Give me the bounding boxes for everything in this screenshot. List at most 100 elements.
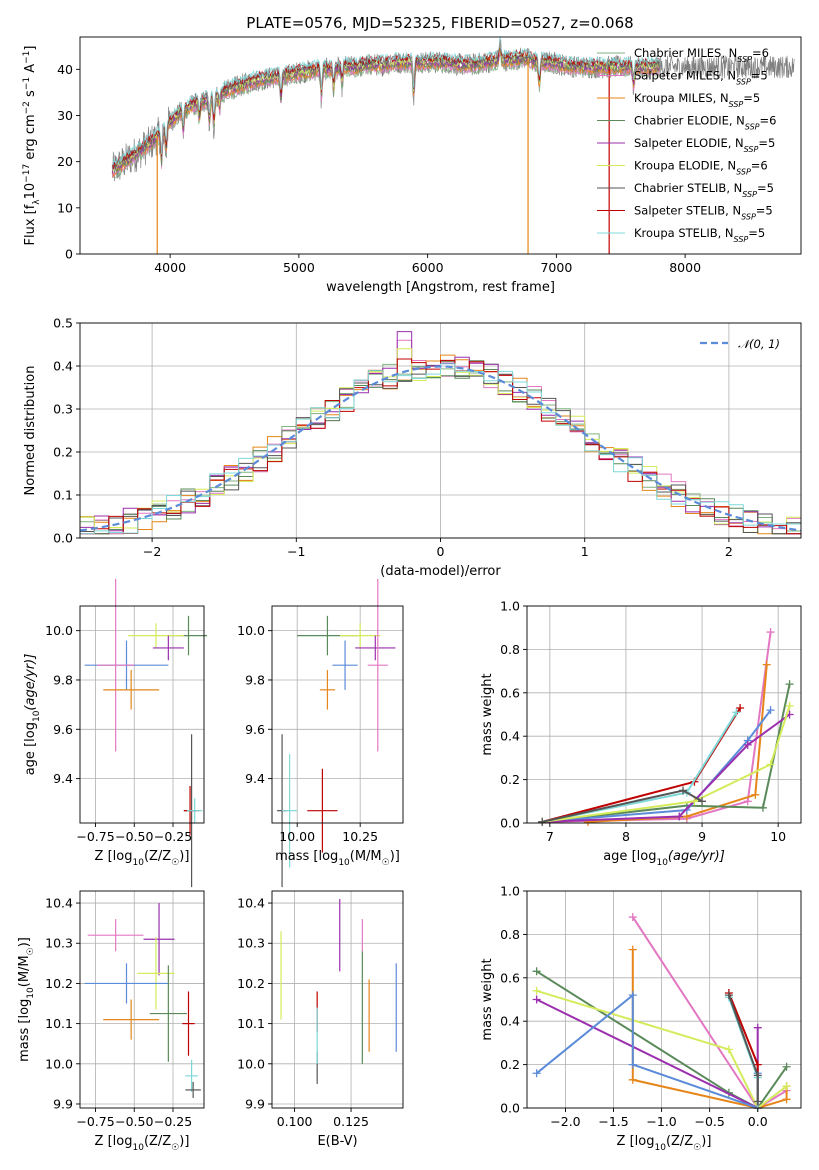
y-tick-label: 10.1 bbox=[45, 1016, 73, 1031]
weight-line bbox=[542, 709, 772, 823]
weight-marker bbox=[679, 786, 688, 795]
weight-line bbox=[542, 713, 791, 823]
legend-label: Chabrier STELIB, NSSP=5 bbox=[634, 181, 774, 199]
weight-series-chabrier_elodie bbox=[538, 680, 794, 826]
errorbar-point bbox=[355, 635, 396, 661]
x-axis-label: Z [log10(Z/Z☉)] bbox=[95, 849, 190, 868]
axes-frame bbox=[271, 605, 404, 824]
x-tick-label: −1.5 bbox=[598, 1114, 628, 1129]
y-tick-label: 1.0 bbox=[500, 599, 520, 614]
x-tick-label: −0.50 bbox=[115, 1114, 153, 1129]
plot-area bbox=[280, 899, 397, 1084]
weight-line bbox=[542, 705, 791, 823]
x-tick-label: 10 bbox=[770, 829, 786, 844]
panel-age_vs_Z: −0.75 −0.50 −0.25 9.4 9.6 9.8 10.0 Z [log10(Z/Z… bbox=[23, 578, 208, 888]
weight-marker bbox=[724, 1045, 733, 1054]
y-tick-label: 10.0 bbox=[237, 623, 265, 638]
y-tick-label: 0.0 bbox=[500, 1101, 520, 1116]
errorbar-point bbox=[97, 578, 135, 752]
weight-marker bbox=[782, 1062, 791, 1071]
weight-line bbox=[542, 631, 772, 823]
legend-label: Kroupa MILES, NSSP=5 bbox=[634, 91, 760, 109]
errorbar-point bbox=[307, 768, 338, 853]
axes-frame bbox=[79, 36, 802, 255]
weight-marker bbox=[753, 1060, 762, 1069]
y-tick-label: 9.6 bbox=[53, 722, 73, 737]
plot-area bbox=[538, 628, 794, 826]
y-tick-label: 0.8 bbox=[500, 642, 520, 657]
weight-marker bbox=[628, 991, 637, 1000]
errorbar-point bbox=[182, 991, 195, 1056]
weight-marker bbox=[736, 703, 745, 712]
weight-series-salpeter_elodie bbox=[532, 995, 762, 1112]
y-tick-label: 0.4 bbox=[53, 359, 73, 374]
x-tick-label: −0.50 bbox=[115, 829, 153, 844]
y-tick-label: 10 bbox=[57, 200, 73, 215]
x-tick-label: 2 bbox=[725, 544, 733, 559]
errorbar-point bbox=[103, 670, 160, 710]
panel-age_vs_mass: 10.00 10.25 9.4 9.6 9.8 10.0 mass [log10(M/M☉)… bbox=[237, 578, 404, 888]
errorbar-point bbox=[149, 965, 187, 1062]
y-tick-label: 9.4 bbox=[245, 771, 265, 786]
x-tick-label: 6000 bbox=[412, 260, 444, 275]
weight-marker bbox=[743, 797, 752, 806]
y-axis-label: Flux [fλ10−17 erg cm−2 s−1 A−1] bbox=[22, 46, 42, 246]
y-tick-label: 1.0 bbox=[500, 884, 520, 899]
errorbar-point bbox=[128, 623, 184, 648]
y-axis-label: Normed distribution bbox=[23, 366, 38, 496]
x-axis-label: mass [log10(M/M☉)] bbox=[275, 849, 400, 868]
weight-line bbox=[587, 664, 768, 823]
x-axis-label: E(B-V) bbox=[317, 1134, 357, 1149]
y-tick-label: 9.4 bbox=[53, 771, 73, 786]
x-tick-label: 1 bbox=[581, 544, 589, 559]
weight-marker bbox=[628, 1075, 637, 1084]
legend-label: Salpeter STELIB, NSSP=5 bbox=[634, 204, 773, 222]
weight-series-kroupa_miles bbox=[583, 660, 771, 826]
axes-frame bbox=[79, 322, 802, 539]
panel-weight_vs_age: 7 8 9 10 0.0 0.2 0.4 0.6 0.8 1.0 age [log10(age/yr… bbox=[480, 599, 802, 868]
y-axis-label: age [log10(age/yr)] bbox=[23, 654, 42, 776]
x-tick-label: 10.25 bbox=[342, 829, 378, 844]
errorbar-point bbox=[319, 670, 335, 710]
y-tick-label: 40 bbox=[57, 62, 73, 77]
y-tick-label: 10.2 bbox=[237, 976, 265, 991]
errorbar-point bbox=[185, 1081, 201, 1098]
x-tick-label: 4000 bbox=[154, 260, 186, 275]
x-axis-label: Z [log10(Z/Z☉)] bbox=[617, 1134, 712, 1153]
y-tick-label: 0.5 bbox=[53, 316, 73, 331]
weight-marker bbox=[698, 797, 707, 806]
weight-line bbox=[541, 707, 741, 823]
y-tick-label: 9.8 bbox=[245, 672, 265, 687]
x-tick-label: 7000 bbox=[540, 260, 572, 275]
weight-marker bbox=[538, 817, 547, 826]
y-tick-label: 0.8 bbox=[500, 927, 520, 942]
y-tick-label: 10.0 bbox=[45, 1056, 73, 1071]
x-tick-label: 10.00 bbox=[279, 829, 315, 844]
x-tick-label: −0.25 bbox=[154, 829, 192, 844]
weight-marker bbox=[762, 660, 771, 669]
y-tick-label: 10.1 bbox=[237, 1016, 265, 1031]
legend-label: Kroupa ELODIE, NSSP=6 bbox=[634, 159, 768, 177]
weight-marker bbox=[766, 706, 775, 715]
x-tick-label: 8 bbox=[622, 829, 630, 844]
x-axis-label: age [log10(age/yr)] bbox=[603, 849, 725, 868]
y-tick-label: 0.6 bbox=[500, 685, 520, 700]
y-tick-label: 0.1 bbox=[53, 488, 73, 503]
weight-marker bbox=[532, 1069, 541, 1078]
plot-area bbox=[111, 36, 795, 254]
y-axis-label: mass weight bbox=[480, 958, 495, 1040]
x-tick-label: −1 bbox=[287, 544, 305, 559]
histogram-kroupa_stelib bbox=[79, 363, 801, 538]
weight-marker bbox=[628, 1060, 637, 1069]
weight-marker bbox=[532, 995, 541, 1004]
legend-label: Chabrier ELODIE, NSSP=6 bbox=[634, 114, 776, 132]
weight-marker bbox=[532, 967, 541, 976]
weight-marker bbox=[753, 1023, 762, 1032]
errorbar-point bbox=[143, 903, 175, 976]
axes-frame bbox=[79, 605, 205, 824]
y-tick-label: 9.8 bbox=[53, 672, 73, 687]
y-tick-label: 0.3 bbox=[53, 402, 73, 417]
panel-weight_vs_Z: −2.0 −1.5 −1.0 −0.5 0.0 0.0 0.2 0.4 0.6 0.8 1.0 Z [… bbox=[480, 884, 802, 1153]
x-tick-label: 0.100 bbox=[277, 1114, 313, 1129]
